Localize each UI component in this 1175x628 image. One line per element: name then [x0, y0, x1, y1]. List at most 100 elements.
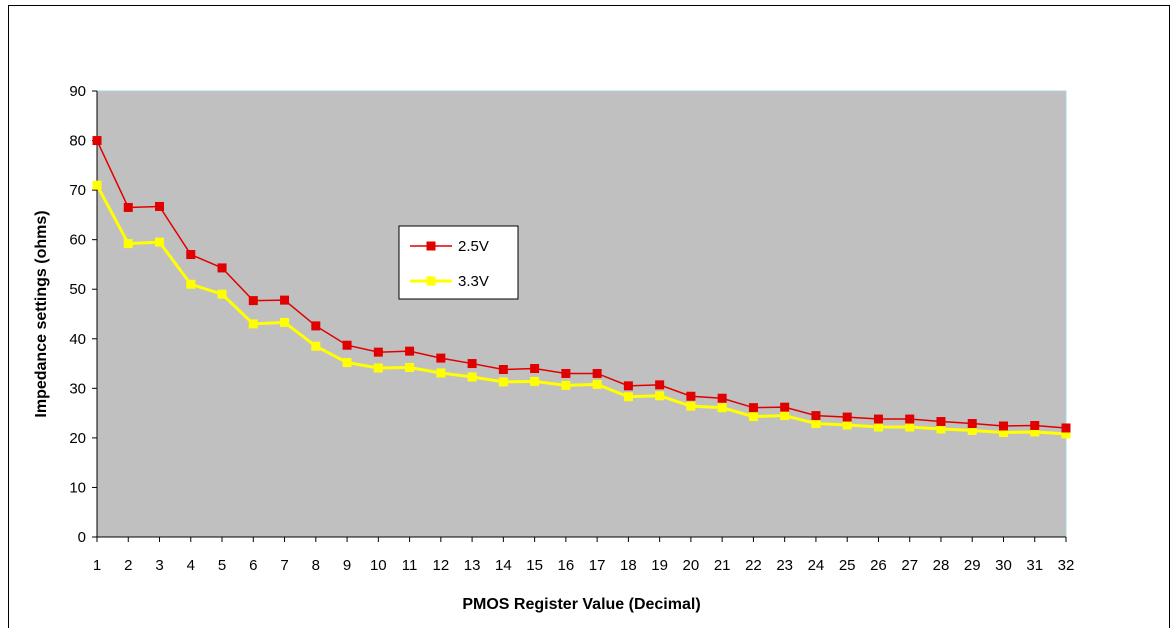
data-point: [280, 318, 289, 327]
data-point: [155, 238, 164, 247]
x-tick-label: 1: [93, 557, 101, 574]
x-tick-label: 29: [964, 557, 981, 574]
data-point: [249, 319, 258, 328]
data-point: [655, 391, 664, 400]
data-point: [436, 368, 445, 377]
data-point: [749, 403, 758, 412]
data-point: [780, 403, 789, 412]
data-point: [218, 263, 227, 272]
data-point: [1062, 423, 1071, 432]
data-point: [905, 415, 914, 424]
x-tick-label: 23: [776, 557, 793, 574]
data-point: [499, 377, 508, 386]
x-tick-label: 8: [312, 557, 320, 574]
x-axis-ticks: 1 2 3 4 5 6 7 8 9 10 11 12 13 14 15 16 17 18 19 20 21 22 23 24 2…: [93, 537, 1075, 574]
x-tick-label: 11: [402, 557, 418, 574]
data-point: [686, 402, 695, 411]
x-tick-label: 26: [870, 557, 887, 574]
y-axis-title: Impedance settings (ohms): [33, 210, 50, 417]
data-point: [218, 290, 227, 299]
y-tick-label: 80: [69, 133, 86, 150]
legend: 2.5V 3.3V: [399, 226, 518, 299]
data-point: [811, 411, 820, 420]
x-tick-label: 10: [370, 557, 387, 574]
data-point: [249, 296, 258, 305]
x-tick-label: 30: [995, 557, 1012, 574]
y-tick-label: 10: [69, 479, 86, 496]
y-tick-label: 90: [69, 83, 86, 100]
y-tick-label: 30: [69, 380, 86, 397]
data-point: [593, 369, 602, 378]
x-tick-label: 15: [526, 557, 543, 574]
data-point: [186, 280, 195, 289]
data-point: [561, 381, 570, 390]
y-tick-label: 50: [69, 281, 86, 298]
data-point: [468, 372, 477, 381]
legend-label: 3.3V: [458, 273, 489, 290]
x-tick-label: 18: [620, 557, 637, 574]
legend-marker: [427, 277, 436, 286]
y-tick-label: 60: [69, 232, 86, 249]
x-tick-label: 22: [745, 557, 762, 574]
data-point: [343, 341, 352, 350]
x-tick-label: 17: [589, 557, 606, 574]
x-tick-label: 24: [808, 557, 825, 574]
data-point: [468, 359, 477, 368]
x-tick-label: 19: [651, 557, 668, 574]
y-tick-label: 0: [78, 529, 86, 546]
data-point: [499, 365, 508, 374]
data-point: [811, 419, 820, 428]
data-point: [93, 181, 102, 190]
data-point: [999, 421, 1008, 430]
x-tick-label: 7: [280, 557, 288, 574]
x-tick-label: 9: [343, 557, 351, 574]
x-tick-label: 12: [432, 557, 449, 574]
legend-label: 2.5V: [458, 238, 489, 255]
data-point: [561, 369, 570, 378]
y-tick-label: 20: [69, 430, 86, 447]
data-point: [624, 392, 633, 401]
data-point: [374, 364, 383, 373]
data-point: [186, 250, 195, 259]
y-axis-ticks: 0 10 20 30 40 50 60 70 80 90: [69, 83, 97, 546]
data-point: [936, 417, 945, 426]
legend-marker: [427, 242, 436, 251]
data-point: [530, 377, 539, 386]
data-point: [280, 296, 289, 305]
data-point: [843, 413, 852, 422]
x-tick-label: 16: [558, 557, 575, 574]
data-point: [624, 381, 633, 390]
data-point: [718, 394, 727, 403]
data-point: [343, 358, 352, 367]
data-point: [436, 354, 445, 363]
x-tick-label: 32: [1058, 557, 1075, 574]
data-point: [530, 364, 539, 373]
data-point: [311, 342, 320, 351]
data-point: [749, 412, 758, 421]
x-tick-label: 14: [495, 557, 512, 574]
x-tick-label: 20: [683, 557, 700, 574]
data-point: [843, 421, 852, 430]
x-tick-label: 3: [155, 557, 163, 574]
data-point: [124, 203, 133, 212]
data-point: [124, 239, 133, 248]
data-point: [718, 403, 727, 412]
x-tick-label: 4: [187, 557, 195, 574]
data-point: [593, 380, 602, 389]
data-point: [405, 347, 414, 356]
x-tick-label: 13: [464, 557, 481, 574]
data-point: [155, 202, 164, 211]
x-tick-label: 21: [714, 557, 731, 574]
data-point: [405, 363, 414, 372]
data-point: [874, 422, 883, 431]
x-axis-title: PMOS Register Value (Decimal): [462, 596, 700, 613]
data-point: [780, 411, 789, 420]
data-point: [686, 392, 695, 401]
x-tick-label: 2: [124, 557, 132, 574]
x-tick-label: 6: [249, 557, 257, 574]
x-tick-label: 25: [839, 557, 856, 574]
y-tick-label: 40: [69, 331, 86, 348]
x-tick-label: 31: [1026, 557, 1043, 574]
x-tick-label: 5: [218, 557, 226, 574]
